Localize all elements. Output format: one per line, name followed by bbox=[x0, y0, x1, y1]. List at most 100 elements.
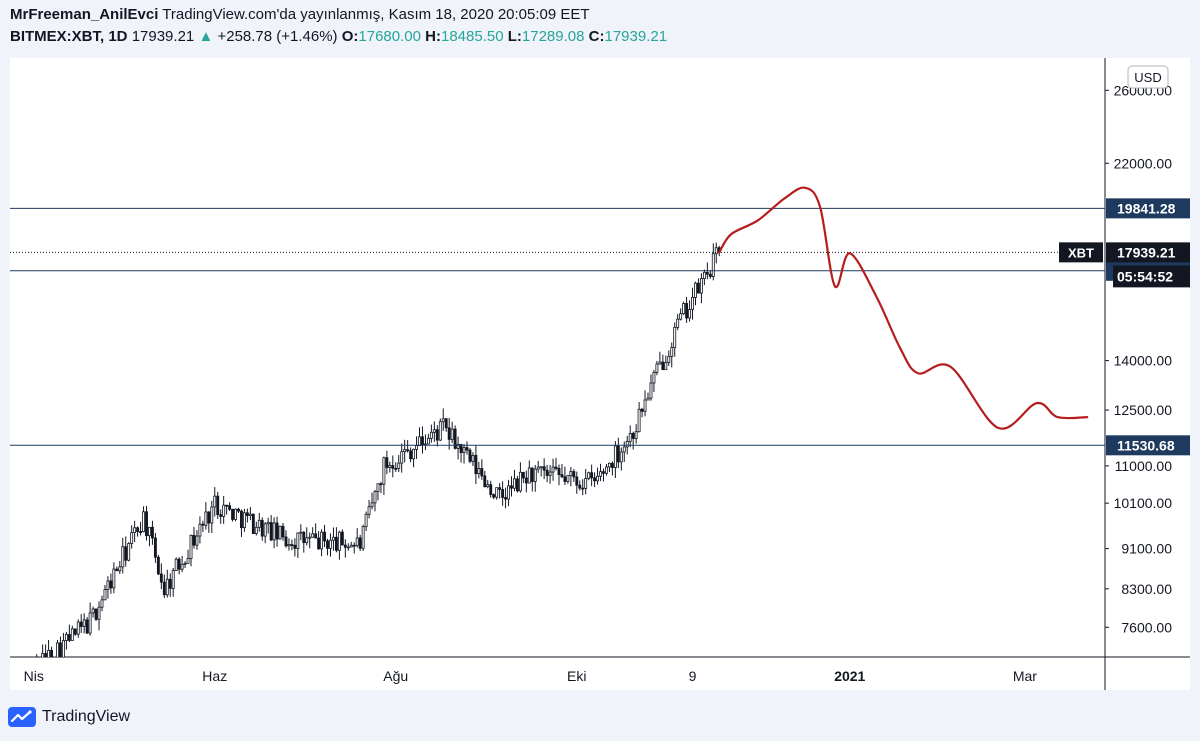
candle bbox=[61, 632, 65, 657]
candle bbox=[685, 296, 689, 323]
candle-body bbox=[542, 466, 546, 471]
candle-body bbox=[302, 531, 306, 544]
candle bbox=[97, 601, 101, 631]
candle bbox=[539, 466, 543, 477]
candle bbox=[290, 539, 294, 551]
candle-body bbox=[305, 537, 309, 544]
countdown-label: 05:54:52 bbox=[1117, 268, 1173, 284]
x-tick-label: Nis bbox=[24, 668, 44, 684]
candle bbox=[679, 308, 683, 321]
candle bbox=[412, 448, 416, 468]
candle-body bbox=[222, 504, 226, 517]
candle bbox=[177, 557, 181, 575]
candle-body bbox=[165, 578, 169, 596]
candle-body bbox=[682, 303, 686, 315]
candle-body bbox=[527, 467, 531, 484]
candle bbox=[533, 464, 537, 492]
candle bbox=[587, 471, 591, 481]
candle bbox=[513, 469, 516, 492]
candle-body bbox=[97, 606, 101, 620]
author-name[interactable]: MrFreeman_AnilEvci bbox=[10, 6, 159, 23]
candle bbox=[222, 496, 226, 524]
candle-body bbox=[85, 619, 89, 634]
candle bbox=[557, 464, 561, 486]
candle bbox=[560, 463, 564, 478]
candle bbox=[501, 481, 505, 506]
candle-body bbox=[94, 608, 98, 620]
candle bbox=[545, 464, 549, 483]
candle bbox=[133, 520, 137, 543]
candle bbox=[130, 525, 134, 549]
candle-body bbox=[705, 271, 709, 275]
open-value: 17680.00 bbox=[358, 28, 421, 45]
candle bbox=[456, 436, 460, 460]
candle bbox=[251, 513, 255, 534]
candle bbox=[590, 464, 594, 487]
candle bbox=[124, 536, 128, 567]
candle-body bbox=[560, 474, 564, 478]
candle bbox=[649, 374, 653, 401]
candle bbox=[257, 512, 261, 532]
candle-body bbox=[661, 361, 665, 371]
candle bbox=[516, 475, 519, 493]
candle-body bbox=[67, 634, 71, 641]
candle-body bbox=[498, 487, 502, 490]
candle-body bbox=[524, 477, 528, 484]
candle bbox=[56, 639, 59, 657]
candle-body bbox=[480, 468, 484, 477]
candle-body bbox=[622, 446, 626, 453]
candle bbox=[593, 472, 597, 488]
candle bbox=[174, 557, 178, 572]
candle-body bbox=[207, 511, 211, 524]
candle-body bbox=[151, 526, 154, 539]
candle bbox=[207, 511, 211, 533]
y-tick-label: 14000.00 bbox=[1114, 353, 1173, 369]
candle-body bbox=[516, 478, 519, 492]
candle bbox=[667, 350, 671, 366]
candle-body bbox=[332, 536, 335, 541]
candle-body bbox=[314, 533, 318, 539]
candle-body bbox=[536, 466, 540, 470]
candle bbox=[640, 407, 644, 418]
candle-body bbox=[337, 531, 341, 551]
candle bbox=[50, 646, 53, 657]
candle-body bbox=[628, 432, 632, 442]
candle bbox=[673, 322, 677, 357]
candle bbox=[548, 464, 552, 484]
candle bbox=[337, 530, 341, 560]
candle-body bbox=[121, 546, 125, 568]
candle-body bbox=[103, 589, 107, 601]
candle bbox=[47, 639, 51, 657]
candle-body bbox=[358, 537, 362, 549]
footer-brand-name[interactable]: TradingView bbox=[42, 708, 131, 725]
candle-body bbox=[551, 466, 555, 473]
candle bbox=[293, 538, 297, 557]
candle-body bbox=[308, 536, 312, 539]
candle-body bbox=[156, 556, 160, 575]
last-price-tag bbox=[1106, 242, 1190, 263]
candle bbox=[210, 500, 214, 533]
candle-body bbox=[569, 471, 573, 476]
candle bbox=[637, 401, 641, 433]
candle-body bbox=[88, 612, 92, 634]
candles bbox=[36, 242, 721, 657]
candle-body bbox=[192, 534, 196, 546]
candle bbox=[480, 459, 484, 480]
candle bbox=[88, 602, 92, 636]
candle bbox=[578, 480, 582, 491]
candle-body bbox=[548, 471, 552, 476]
high-label: H: bbox=[425, 28, 441, 45]
candle-body bbox=[343, 544, 347, 548]
candle bbox=[284, 530, 288, 548]
candle bbox=[566, 475, 570, 484]
symbol-label[interactable]: BITMEX:XBT, 1D bbox=[10, 28, 128, 45]
y-tick-label: 12500.00 bbox=[1114, 402, 1173, 418]
candle bbox=[530, 467, 534, 492]
candle-body bbox=[554, 466, 558, 469]
candle bbox=[602, 468, 605, 482]
candle-body bbox=[251, 513, 255, 534]
candle bbox=[370, 492, 374, 510]
candle-body bbox=[438, 421, 442, 441]
candle bbox=[489, 480, 493, 498]
